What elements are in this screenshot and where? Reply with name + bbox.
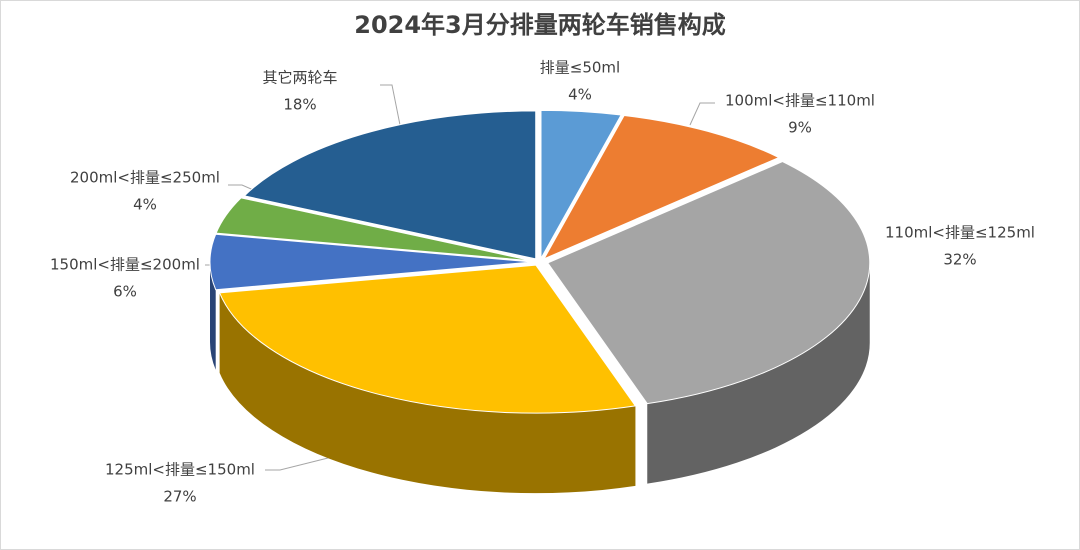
pie-slice <box>542 114 780 260</box>
data-label-category: 150ml<排量≤200ml <box>50 256 200 274</box>
leader-line <box>265 454 341 471</box>
data-label-category: 110ml<排量≤125ml <box>885 224 1035 242</box>
pie-slice-side <box>647 262 870 484</box>
pie-tops <box>209 109 871 414</box>
leader-line <box>380 84 401 126</box>
data-label-category: 其它两轮车 <box>262 69 337 87</box>
data-label-value: 6% <box>113 283 137 301</box>
data-label-value: 9% <box>788 119 812 137</box>
data-label-category: 排量≤50ml <box>540 59 620 77</box>
data-label-value: 4% <box>133 196 157 214</box>
pie-slice-side <box>219 292 636 494</box>
pie-slice-side <box>210 262 216 370</box>
data-label-value: 32% <box>943 251 976 269</box>
pie-slice <box>540 109 622 261</box>
pie-slice <box>243 110 537 260</box>
data-label-category: 200ml<排量≤250ml <box>70 169 220 187</box>
pie-slice <box>218 264 637 414</box>
data-label-value: 27% <box>163 488 196 506</box>
data-label-category: 100ml<排量≤110ml <box>725 92 875 110</box>
pie-slice <box>546 161 871 405</box>
data-label-value: 4% <box>568 86 592 104</box>
pie-slice <box>215 197 533 262</box>
pie-walls <box>210 262 870 494</box>
chart-title: 2024年3月分排量两轮车销售构成 <box>354 11 726 39</box>
leader-line <box>689 102 715 126</box>
pie-slice <box>209 233 533 291</box>
data-label-category: 125ml<排量≤150ml <box>105 461 255 479</box>
data-label-value: 18% <box>283 96 316 114</box>
